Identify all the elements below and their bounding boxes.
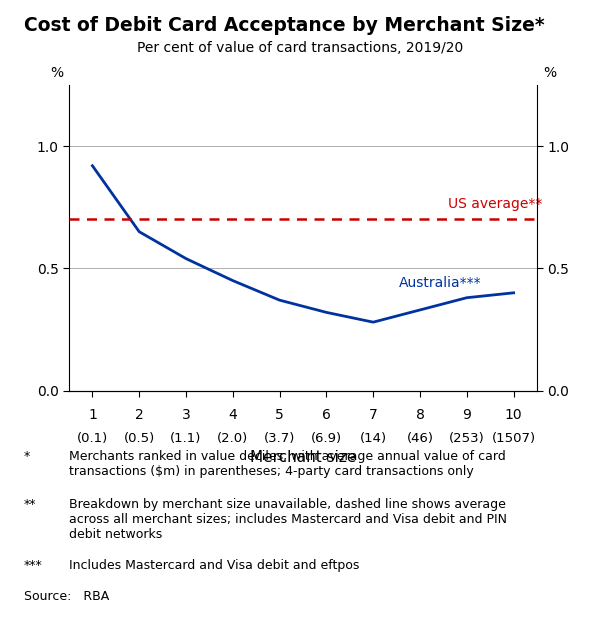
Text: 5: 5 — [275, 408, 284, 422]
Text: (1.1): (1.1) — [170, 432, 202, 445]
Text: (0.5): (0.5) — [124, 432, 155, 445]
Text: Includes Mastercard and Visa debit and eftpos: Includes Mastercard and Visa debit and e… — [69, 559, 359, 573]
Text: (253): (253) — [449, 432, 485, 445]
Text: ***: *** — [24, 559, 43, 573]
Text: (46): (46) — [407, 432, 433, 445]
Text: 4: 4 — [229, 408, 237, 422]
Text: Per cent of value of card transactions, 2019/20: Per cent of value of card transactions, … — [137, 41, 463, 55]
Text: Merchants ranked in value deciles, with average annual value of card
transaction: Merchants ranked in value deciles, with … — [69, 450, 506, 478]
Text: %: % — [543, 66, 556, 80]
Text: 3: 3 — [182, 408, 190, 422]
Text: (0.1): (0.1) — [77, 432, 108, 445]
Text: (1507): (1507) — [491, 432, 536, 445]
Text: Merchant size: Merchant size — [250, 450, 356, 466]
Text: Cost of Debit Card Acceptance by Merchant Size*: Cost of Debit Card Acceptance by Merchan… — [24, 16, 545, 35]
Text: Breakdown by merchant size unavailable, dashed line shows average
across all mer: Breakdown by merchant size unavailable, … — [69, 498, 507, 541]
Text: 7: 7 — [369, 408, 377, 422]
Text: 2: 2 — [135, 408, 143, 422]
Text: (6.9): (6.9) — [311, 432, 342, 445]
Text: %: % — [50, 66, 63, 80]
Text: Source:   RBA: Source: RBA — [24, 590, 109, 603]
Text: US average**: US average** — [448, 197, 542, 211]
Text: (14): (14) — [359, 432, 387, 445]
Text: 10: 10 — [505, 408, 523, 422]
Text: 6: 6 — [322, 408, 331, 422]
Text: 1: 1 — [88, 408, 97, 422]
Text: Australia***: Australia*** — [399, 276, 482, 290]
Text: (2.0): (2.0) — [217, 432, 248, 445]
Text: **: ** — [24, 498, 37, 511]
Text: *: * — [24, 450, 30, 464]
Text: 8: 8 — [416, 408, 424, 422]
Text: (3.7): (3.7) — [264, 432, 295, 445]
Text: 9: 9 — [463, 408, 471, 422]
